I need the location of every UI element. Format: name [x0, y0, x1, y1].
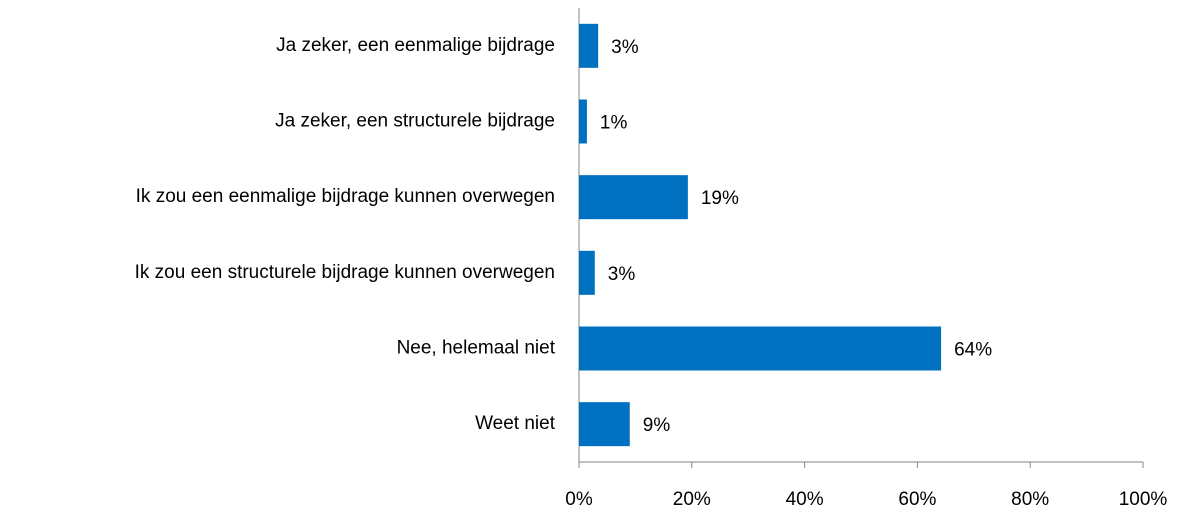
x-tick-label: 40% [786, 489, 824, 510]
x-tick-label: 0% [565, 489, 593, 510]
data-label: 64% [954, 340, 992, 361]
y-tick-label: Ja zeker, een eenmalige bijdrage [276, 35, 555, 56]
data-label: 19% [701, 188, 739, 209]
data-label: 3% [611, 37, 639, 58]
bar [579, 23, 599, 68]
x-tick-label: 20% [673, 489, 711, 510]
data-label: 3% [608, 264, 636, 285]
x-tick-label: 80% [1011, 489, 1049, 510]
bar [579, 326, 942, 371]
y-tick-label: Ik zou een eenmalige bijdrage kunnen ove… [136, 186, 555, 207]
data-label: 1% [600, 113, 628, 134]
bar [579, 402, 630, 447]
bar [579, 250, 595, 295]
y-tick-label: Ja zeker, een structurele bijdrage [275, 111, 555, 132]
bar [579, 99, 587, 144]
y-tick-label: Nee, helemaal niet [397, 338, 556, 359]
y-tick-label: Ik zou een structurele bijdrage kunnen o… [135, 262, 555, 283]
data-label: 9% [643, 415, 671, 436]
bar [579, 175, 688, 220]
x-tick-label: 100% [1119, 489, 1168, 510]
y-tick-label: Weet niet [475, 413, 556, 434]
x-tick-label: 60% [898, 489, 936, 510]
